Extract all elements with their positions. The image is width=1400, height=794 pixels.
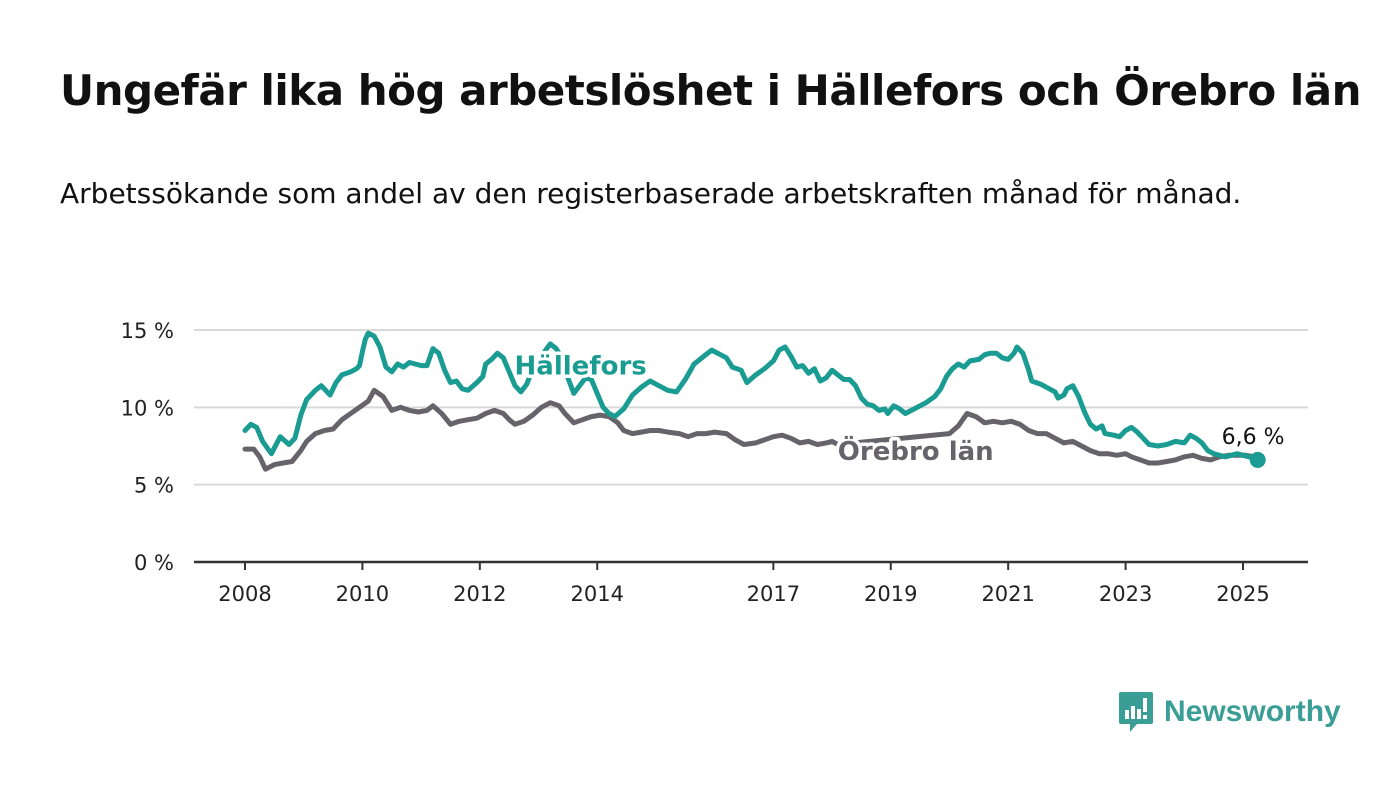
grid-lines [194,329,1308,486]
y-tick-label: 5 % [134,474,174,498]
brand: Newsworthy [1118,690,1341,734]
end-value-label: 6,6 % [1222,425,1285,450]
newsworthy-logo-icon [1119,692,1153,732]
series-label-orebro-lan: Örebro län [838,434,994,467]
chart-title: Ungefär lika hög arbetslöshet i Hällefor… [60,66,1361,115]
x-tick-label: 2021 [981,582,1034,606]
series-group [242,330,1266,472]
x-tick-label: 2019 [864,582,917,606]
y-axis: 0 % 5 % 10 % 15 % [121,319,174,575]
y-tick-label: 15 % [121,319,174,343]
chart-subtitle: Arbetssökande som andel av den registerb… [60,177,1242,210]
x-tick-label: 2008 [218,582,271,606]
x-tick-label: 2012 [453,582,506,606]
x-axis: 2008 2010 2012 2014 2017 2019 2021 2023 2025 [194,560,1308,606]
x-tick-label: 2017 [747,582,800,606]
series-line-orebro-lan [242,387,1258,472]
x-tick-label: 2014 [571,582,624,606]
y-tick-label: 0 % [134,551,174,575]
x-tick-label: 2023 [1099,582,1152,606]
brand-name: Newsworthy [1164,695,1341,728]
end-point-marker [1249,451,1266,468]
annotation-group: Hällefors Örebro län 6,6 % [511,348,1285,470]
series-line-hallefors [242,330,1261,463]
y-tick-label: 10 % [121,396,174,420]
x-tick-label: 2025 [1216,582,1269,606]
series-label-hallefors: Hällefors [515,352,647,382]
x-tick-label: 2010 [336,582,389,606]
